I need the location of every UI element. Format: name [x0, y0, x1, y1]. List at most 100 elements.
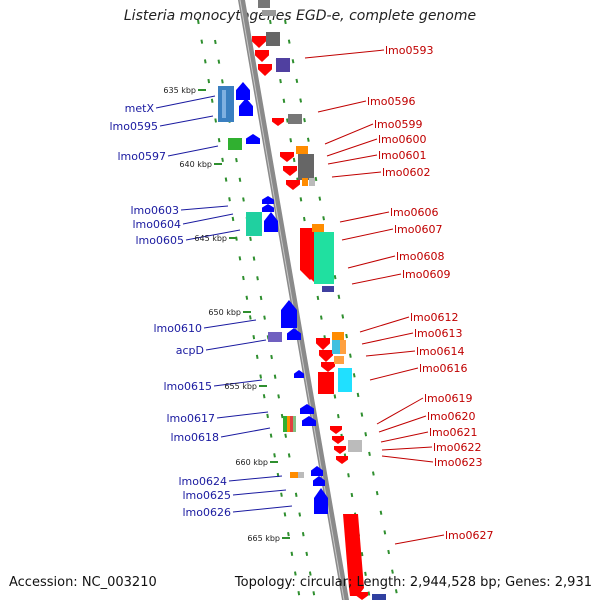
- callout-line: [359, 316, 410, 333]
- gene-label[interactable]: lmo0606: [390, 206, 439, 219]
- gene-label[interactable]: lmo0604: [133, 218, 182, 231]
- callout-line: [203, 319, 257, 329]
- gene-block: [332, 340, 342, 354]
- reverse-gene-arrow: [255, 50, 269, 62]
- gene-label[interactable]: lmo0605: [136, 234, 185, 247]
- callout-line: [394, 534, 445, 545]
- callout-line: [317, 100, 367, 113]
- gene-label[interactable]: lmo0596: [367, 95, 416, 108]
- gene-label[interactable]: lmo0620: [427, 410, 476, 423]
- reverse-gene-arrow: [343, 514, 364, 596]
- gene-block: [266, 32, 280, 46]
- forward-gene-arrow: [281, 300, 297, 328]
- gene-block: [228, 138, 242, 150]
- callout-line: [327, 154, 378, 165]
- gene-block: [298, 154, 314, 180]
- gene-block: [348, 440, 362, 452]
- gene-label[interactable]: lmo0601: [378, 149, 427, 162]
- reverse-gene-arrow: [319, 350, 333, 362]
- callout-line: [232, 505, 293, 513]
- gene-block: [288, 114, 302, 124]
- gene-label[interactable]: lmo0618: [171, 431, 220, 444]
- gene-label[interactable]: lmo0617: [167, 412, 216, 425]
- kbp-scale-label: 655 kbp: [224, 382, 257, 391]
- gene-label[interactable]: lmo0602: [382, 166, 431, 179]
- callout-line: [232, 489, 287, 496]
- gene-label[interactable]: lmo0623: [434, 456, 483, 469]
- gene-label[interactable]: lmo0610: [154, 322, 203, 335]
- gene-label[interactable]: lmo0619: [424, 392, 473, 405]
- forward-gene-arrow: [239, 98, 253, 116]
- gene-label[interactable]: lmo0613: [414, 327, 463, 340]
- callout-line: [155, 95, 216, 109]
- forward-gene-arrow: [311, 466, 323, 476]
- gene-label[interactable]: lmo0621: [429, 426, 478, 439]
- forward-gene-arrow: [300, 404, 314, 414]
- gene-block: [372, 594, 386, 600]
- gene-label[interactable]: lmo0614: [416, 345, 465, 358]
- reverse-gene-arrow: [258, 64, 272, 76]
- gene-label[interactable]: lmo0599: [374, 118, 423, 131]
- gene-label[interactable]: lmo0603: [131, 204, 180, 217]
- gene-label[interactable]: lmo0616: [419, 362, 468, 375]
- gene-block: [262, 10, 276, 16]
- callout-line: [159, 115, 214, 127]
- gene-label[interactable]: lmo0600: [378, 133, 427, 146]
- gene-block: [340, 340, 346, 354]
- reverse-gene-arrow: [252, 36, 266, 48]
- callout-line: [341, 228, 394, 241]
- callout-line: [216, 411, 269, 419]
- gene-block: [338, 368, 352, 392]
- reverse-gene-arrow: [280, 152, 294, 162]
- callout-line: [347, 255, 396, 269]
- gene-label[interactable]: lmo0593: [385, 44, 434, 57]
- gene-label[interactable]: lmo0595: [110, 120, 159, 133]
- callout-line: [380, 431, 429, 443]
- callout-line: [365, 350, 416, 357]
- gene-label[interactable]: lmo0624: [179, 475, 228, 488]
- forward-gene-arrow: [294, 370, 304, 378]
- reverse-gene-arrow: [272, 118, 284, 126]
- gene-block: [314, 232, 334, 284]
- gene-block: [298, 472, 304, 478]
- gene-block: [293, 416, 296, 432]
- gene-label[interactable]: lmo0609: [402, 268, 451, 281]
- reverse-gene-arrow: [330, 426, 342, 434]
- gene-label[interactable]: lmo0612: [410, 311, 459, 324]
- gene-block: [309, 178, 315, 186]
- gene-label[interactable]: lmo0615: [164, 380, 213, 393]
- gene-label[interactable]: lmo0625: [183, 489, 232, 502]
- reverse-gene-block: [318, 372, 334, 394]
- callout-line: [326, 138, 378, 157]
- reverse-gene-arrow: [321, 362, 335, 372]
- gene-label[interactable]: lmo0597: [118, 150, 167, 163]
- gene-block: [222, 90, 226, 118]
- gene-label[interactable]: lmo0626: [183, 506, 232, 519]
- genome-summary-text: Topology: circular; Length: 2,944,528 bp…: [234, 575, 592, 590]
- reverse-gene-arrow: [334, 446, 346, 454]
- gene-label[interactable]: lmo0608: [396, 250, 445, 263]
- callout-line: [381, 446, 433, 451]
- gene-label[interactable]: lmo0607: [394, 223, 443, 236]
- reverse-gene-arrow: [336, 456, 348, 464]
- gene-label[interactable]: lmo0622: [433, 441, 482, 454]
- gene-label[interactable]: lmo0627: [445, 529, 494, 542]
- reverse-gene-arrow: [316, 338, 330, 350]
- gene-callouts: lmo0593 lmo0596 lmo0599 lmo0600 lmo0601 lmo06…: [110, 44, 494, 545]
- gene-block: [290, 472, 298, 478]
- kbp-scale-label: 645 kbp: [194, 234, 227, 243]
- forward-gene-arrow: [236, 82, 250, 100]
- gene-label[interactable]: acpD: [176, 344, 204, 357]
- forward-gene-arrow: [246, 134, 260, 144]
- accession-text: Accession: NC_003210: [9, 575, 157, 590]
- gene-block: [322, 286, 334, 292]
- callout-line: [324, 123, 374, 145]
- callout-line: [304, 49, 385, 59]
- kbp-scale: 635 kbp 640 kbp 645 kbp 650 kbp 655 kbp 660 k…: [163, 86, 290, 543]
- callout-line: [331, 171, 382, 178]
- kbp-scale-label: 640 kbp: [179, 160, 212, 169]
- gene-block: [246, 212, 262, 236]
- gene-label[interactable]: metX: [125, 102, 155, 115]
- reverse-gene-arrow: [332, 436, 344, 444]
- callout-line: [180, 205, 229, 211]
